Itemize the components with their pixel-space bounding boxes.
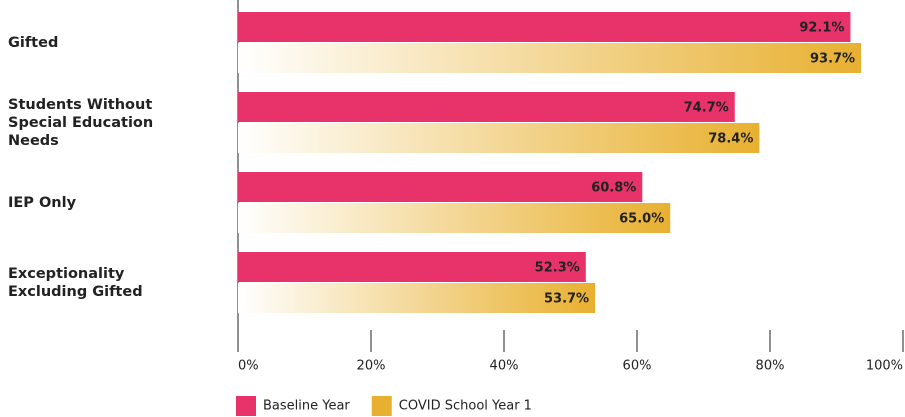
value-label: 92.1% (799, 21, 844, 36)
legend-swatch (371, 396, 392, 416)
value-label: 60.8% (591, 181, 636, 196)
bar (238, 283, 596, 313)
legend-swatch (236, 396, 256, 416)
value-label: 74.7% (684, 101, 729, 116)
x-tick-label: 80% (756, 359, 785, 374)
value-label: 52.3% (535, 261, 580, 276)
category-label: Students Without Special Education Needs (8, 97, 154, 149)
bar (238, 92, 735, 122)
bar (238, 123, 760, 153)
value-label: 93.7% (810, 52, 855, 67)
x-tick-label: 20% (357, 359, 386, 374)
category-label: Exceptionality Excluding Gifted (8, 266, 143, 300)
bar (238, 172, 643, 202)
value-label: 78.4% (708, 132, 753, 147)
x-tick-label: 60% (623, 359, 652, 374)
category-label: IEP Only (8, 195, 77, 211)
x-tick-label: 40% (490, 359, 519, 374)
category-label: Gifted (8, 35, 59, 51)
bar (238, 203, 671, 233)
x-tick-label: 0% (238, 359, 259, 374)
bar (238, 43, 862, 73)
x-tick-label: 100% (866, 359, 903, 374)
value-label: 53.7% (544, 292, 589, 307)
legend-label: Baseline Year (263, 399, 350, 414)
legend-label: COVID School Year 1 (399, 399, 532, 414)
bar (238, 252, 586, 282)
bar (238, 12, 851, 42)
value-label: 65.0% (619, 212, 664, 227)
